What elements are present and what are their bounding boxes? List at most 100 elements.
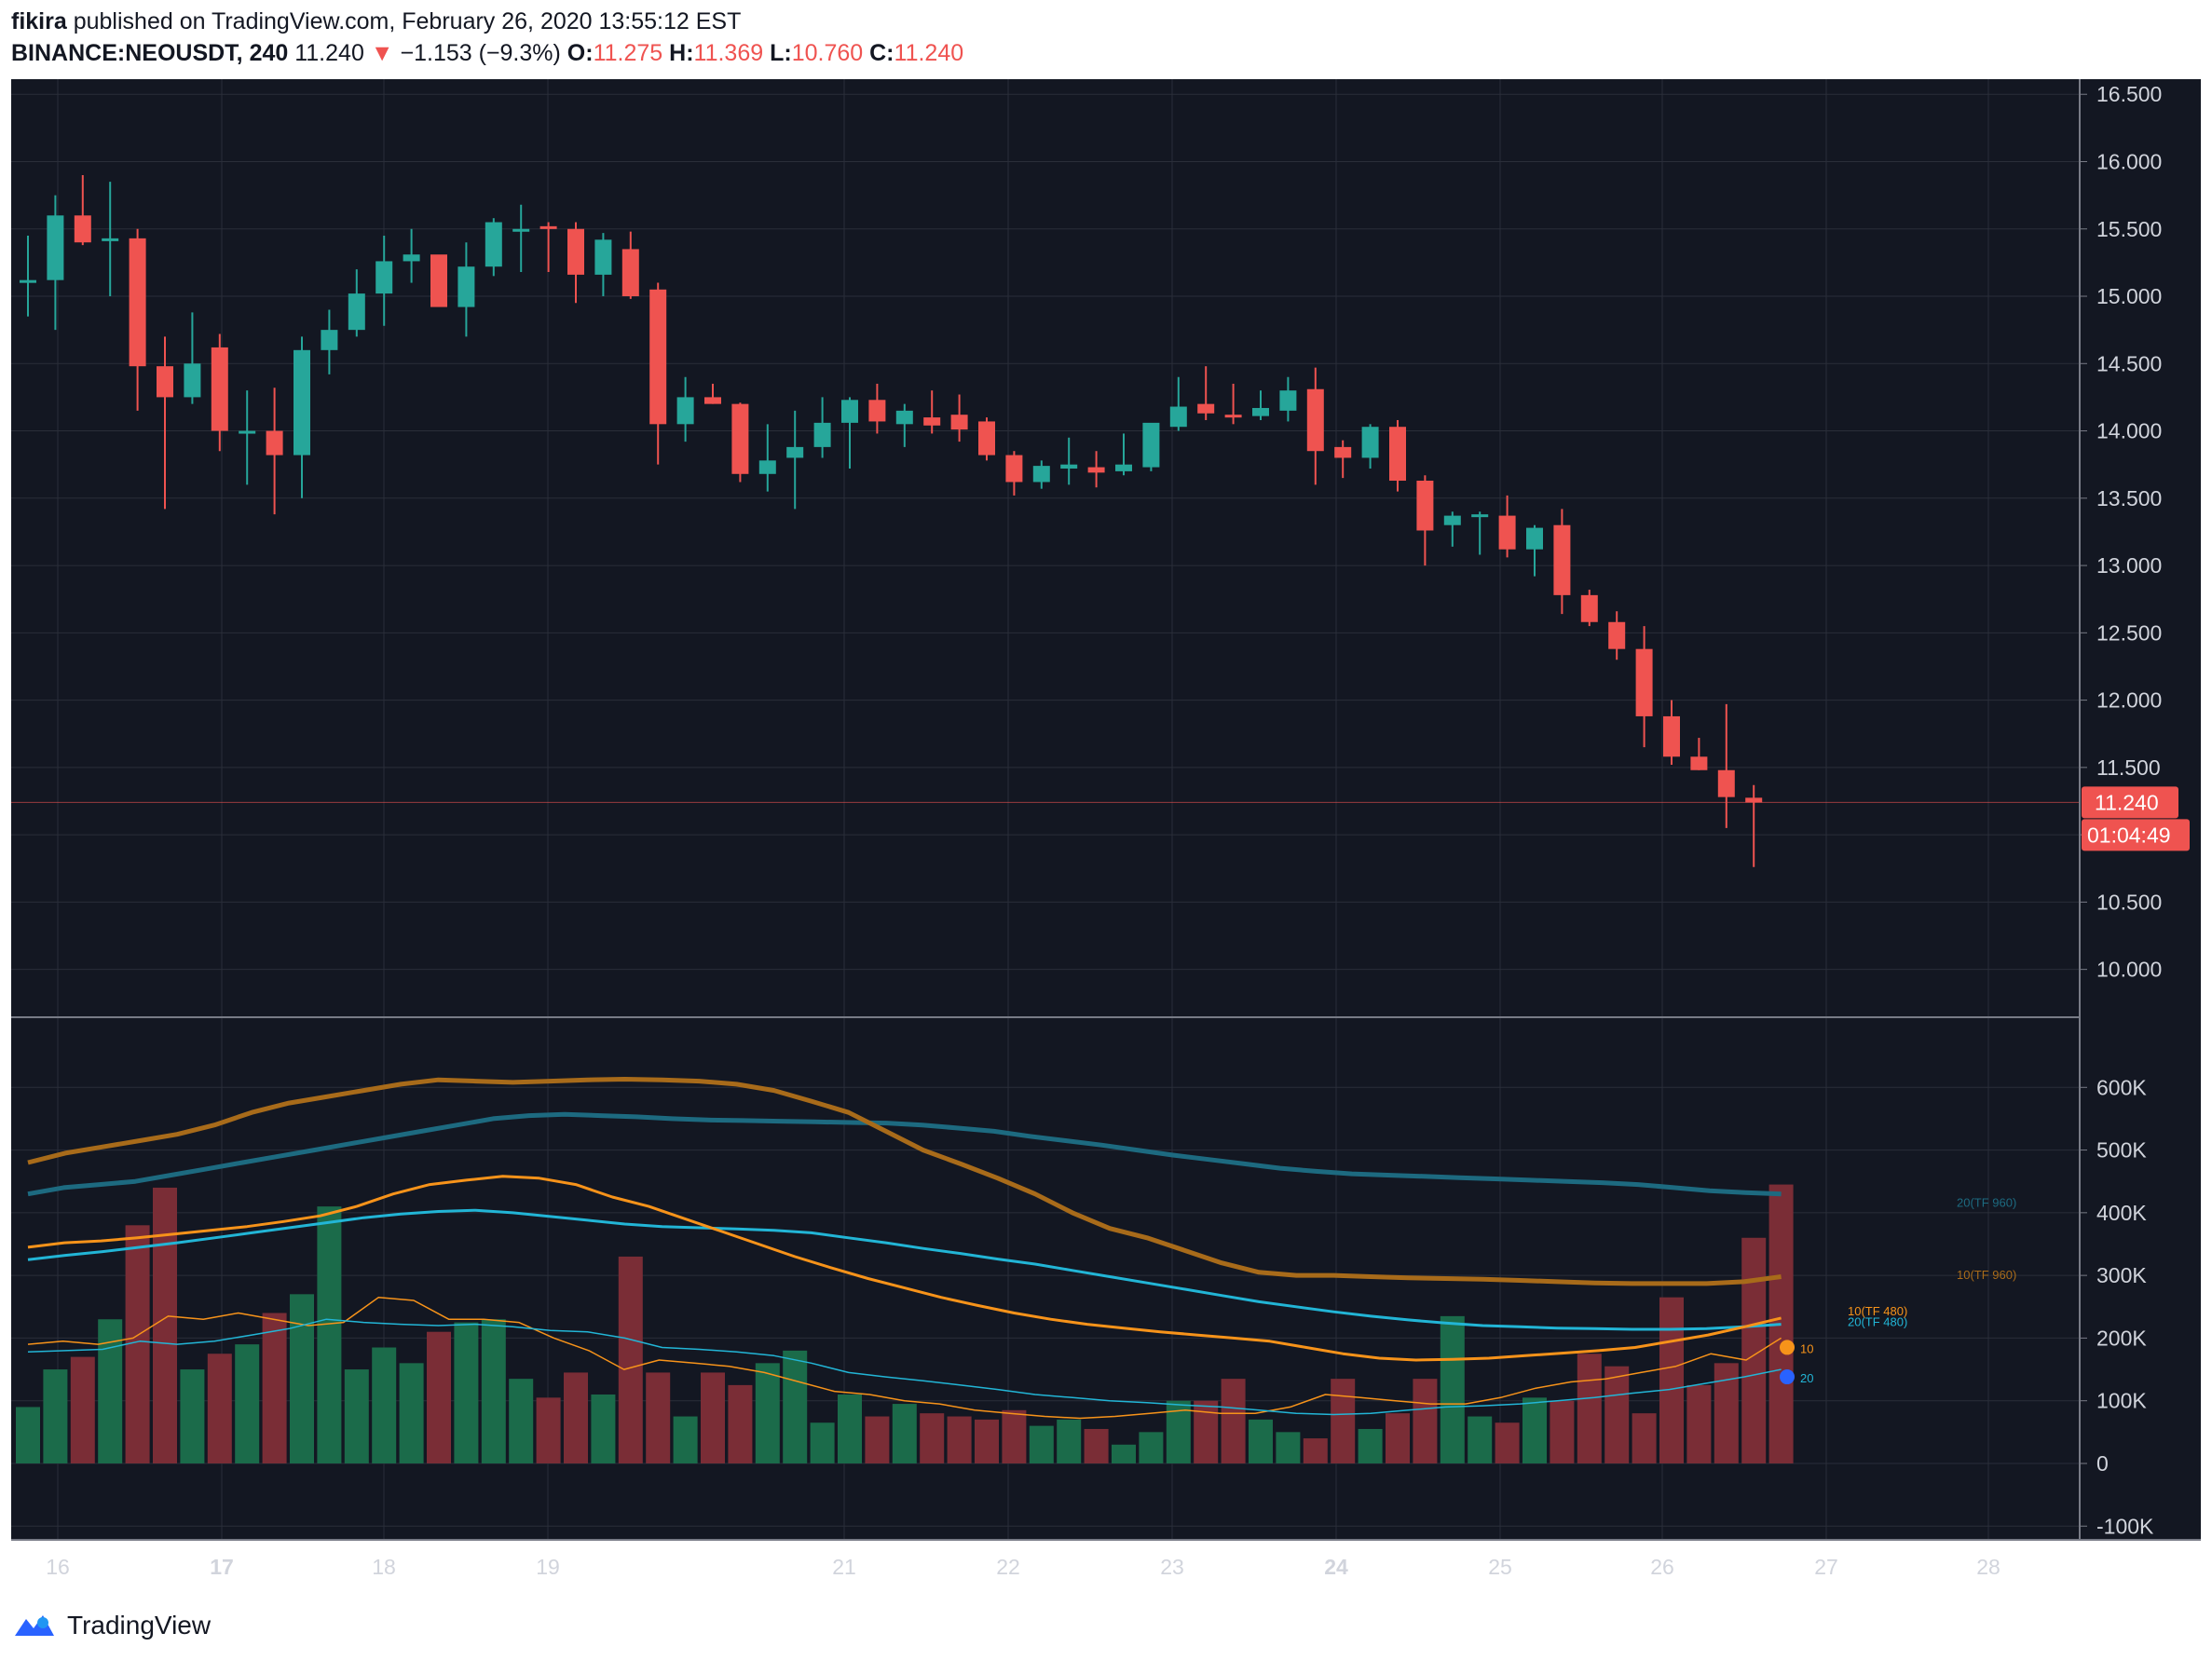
countdown-tag: 01:04:49 [2087, 823, 2171, 847]
candle-body [1115, 464, 1132, 471]
volume-bars [16, 1184, 1794, 1463]
candle-body [1580, 594, 1598, 622]
volume-bar [481, 1319, 506, 1463]
last-price-tag: 11.240 [2095, 790, 2159, 814]
volume-tick-label: 300K [2096, 1263, 2147, 1287]
volume-bar [1221, 1379, 1246, 1463]
ma-dot [1780, 1369, 1795, 1385]
volume-bar [1686, 1384, 1712, 1463]
time-axis[interactable]: 16 17 18 19 21 22 23 24 25 26 27 28 [46, 1555, 2000, 1579]
candle-body [758, 460, 776, 474]
volume-bar [43, 1369, 68, 1463]
volume-bar [1495, 1422, 1520, 1463]
candle-body [731, 403, 749, 474]
volume-ma-lines [27, 1077, 1782, 1420]
ma-label: 20(TF 480) [1848, 1315, 1907, 1329]
time-tick-label: 17 [210, 1555, 234, 1579]
volume-bar [1468, 1416, 1493, 1463]
price-tick-label: 10.000 [2096, 958, 2162, 982]
ma-label: 20(TF 960) [1957, 1196, 2016, 1210]
candle-body [1087, 467, 1105, 473]
candle-body [403, 254, 420, 262]
volume-bar [728, 1384, 753, 1463]
ma-line [27, 1111, 1782, 1197]
candle-body [1169, 406, 1187, 428]
volume-tick-label: 500K [2096, 1138, 2147, 1163]
price-tick-label: 14.500 [2096, 351, 2162, 375]
time-tick-label: 25 [1488, 1555, 1512, 1579]
volume-bar [1194, 1400, 1219, 1463]
volume-bar [16, 1407, 40, 1463]
candle-body [978, 421, 995, 456]
candle-body [211, 347, 228, 431]
candle-body [74, 215, 91, 243]
candle-body [868, 400, 886, 422]
volume-bar [865, 1416, 890, 1463]
volume-bar [701, 1372, 725, 1463]
candle-body [184, 363, 201, 398]
volume-bar [975, 1419, 999, 1463]
price-tick-label: 12.000 [2096, 688, 2162, 713]
symbol[interactable]: BINANCE:NEOUSDT, 240 [11, 40, 289, 66]
candle-body [512, 228, 530, 232]
time-tick-label: 19 [536, 1555, 560, 1579]
candle-body [129, 238, 146, 367]
volume-bar [564, 1372, 588, 1463]
last-price-tag-bg [2082, 786, 2178, 819]
volume-bar [1029, 1425, 1054, 1463]
ma-labels: 20(TF 960) 10(TF 960) 20(TF 480)10(TF 480)… [1780, 1196, 2016, 1385]
candle-body [1252, 407, 1269, 416]
candle-body [430, 254, 447, 307]
volume-bar [1440, 1315, 1465, 1463]
candle-body [1197, 403, 1215, 414]
candle-body [704, 397, 721, 404]
candle-body [1663, 715, 1680, 757]
candle-body [266, 430, 283, 456]
time-tick-label: 27 [1814, 1555, 1838, 1579]
candle-body [813, 422, 831, 447]
volume-bar [317, 1206, 342, 1463]
candle-body [294, 349, 310, 456]
candle-body [1389, 427, 1406, 482]
volume-bar [70, 1356, 95, 1463]
volume-bar [509, 1379, 534, 1463]
time-tick-label: 22 [996, 1555, 1020, 1579]
candle-body [239, 430, 256, 434]
volume-bar [290, 1294, 314, 1463]
author[interactable]: fikira [11, 8, 67, 34]
candle-body [1745, 797, 1763, 803]
price-tick-label: 15.000 [2096, 284, 2162, 308]
candle-body [1608, 621, 1626, 649]
volume-bar [920, 1413, 945, 1463]
candle-body [1306, 388, 1324, 452]
candle-body [1224, 415, 1242, 418]
candle-body [1553, 524, 1571, 595]
volume-axis[interactable]: -100K 0 100K 200K 300K 400K 500K 600K [2080, 1075, 2154, 1538]
open-value: 11.275 [593, 40, 663, 66]
volume-bar [1413, 1379, 1438, 1463]
candle-body [1142, 422, 1160, 468]
ma-line [27, 1077, 1782, 1286]
candle-body [1443, 515, 1461, 525]
ohlc-line: BINANCE:NEOUSDT, 240 11.240 ▼ −1.153 (−9… [11, 37, 2201, 69]
ma-label: 10 [1800, 1341, 1813, 1355]
tradingview-logo-icon[interactable] [11, 1610, 58, 1641]
volume-bar [810, 1422, 835, 1463]
volume-bar [1112, 1444, 1136, 1463]
candle-body [1690, 756, 1708, 770]
down-arrow-icon: ▼ [370, 40, 394, 66]
brand-name[interactable]: TradingView [67, 1611, 212, 1640]
volume-tick-label: 400K [2096, 1201, 2147, 1225]
time-tick-label: 26 [1650, 1555, 1674, 1579]
change: −1.153 (−9.3%) [400, 40, 561, 66]
volume-bar [1604, 1366, 1630, 1463]
volume-bar [536, 1397, 561, 1463]
close-label: C: [869, 40, 894, 66]
volume-tick-label: 0 [2096, 1451, 2109, 1476]
low-value: 10.760 [791, 40, 864, 66]
grid-lines [11, 79, 2080, 1540]
ma-line [27, 1318, 1782, 1416]
candle-body [1279, 390, 1297, 411]
candle-body [950, 415, 968, 430]
